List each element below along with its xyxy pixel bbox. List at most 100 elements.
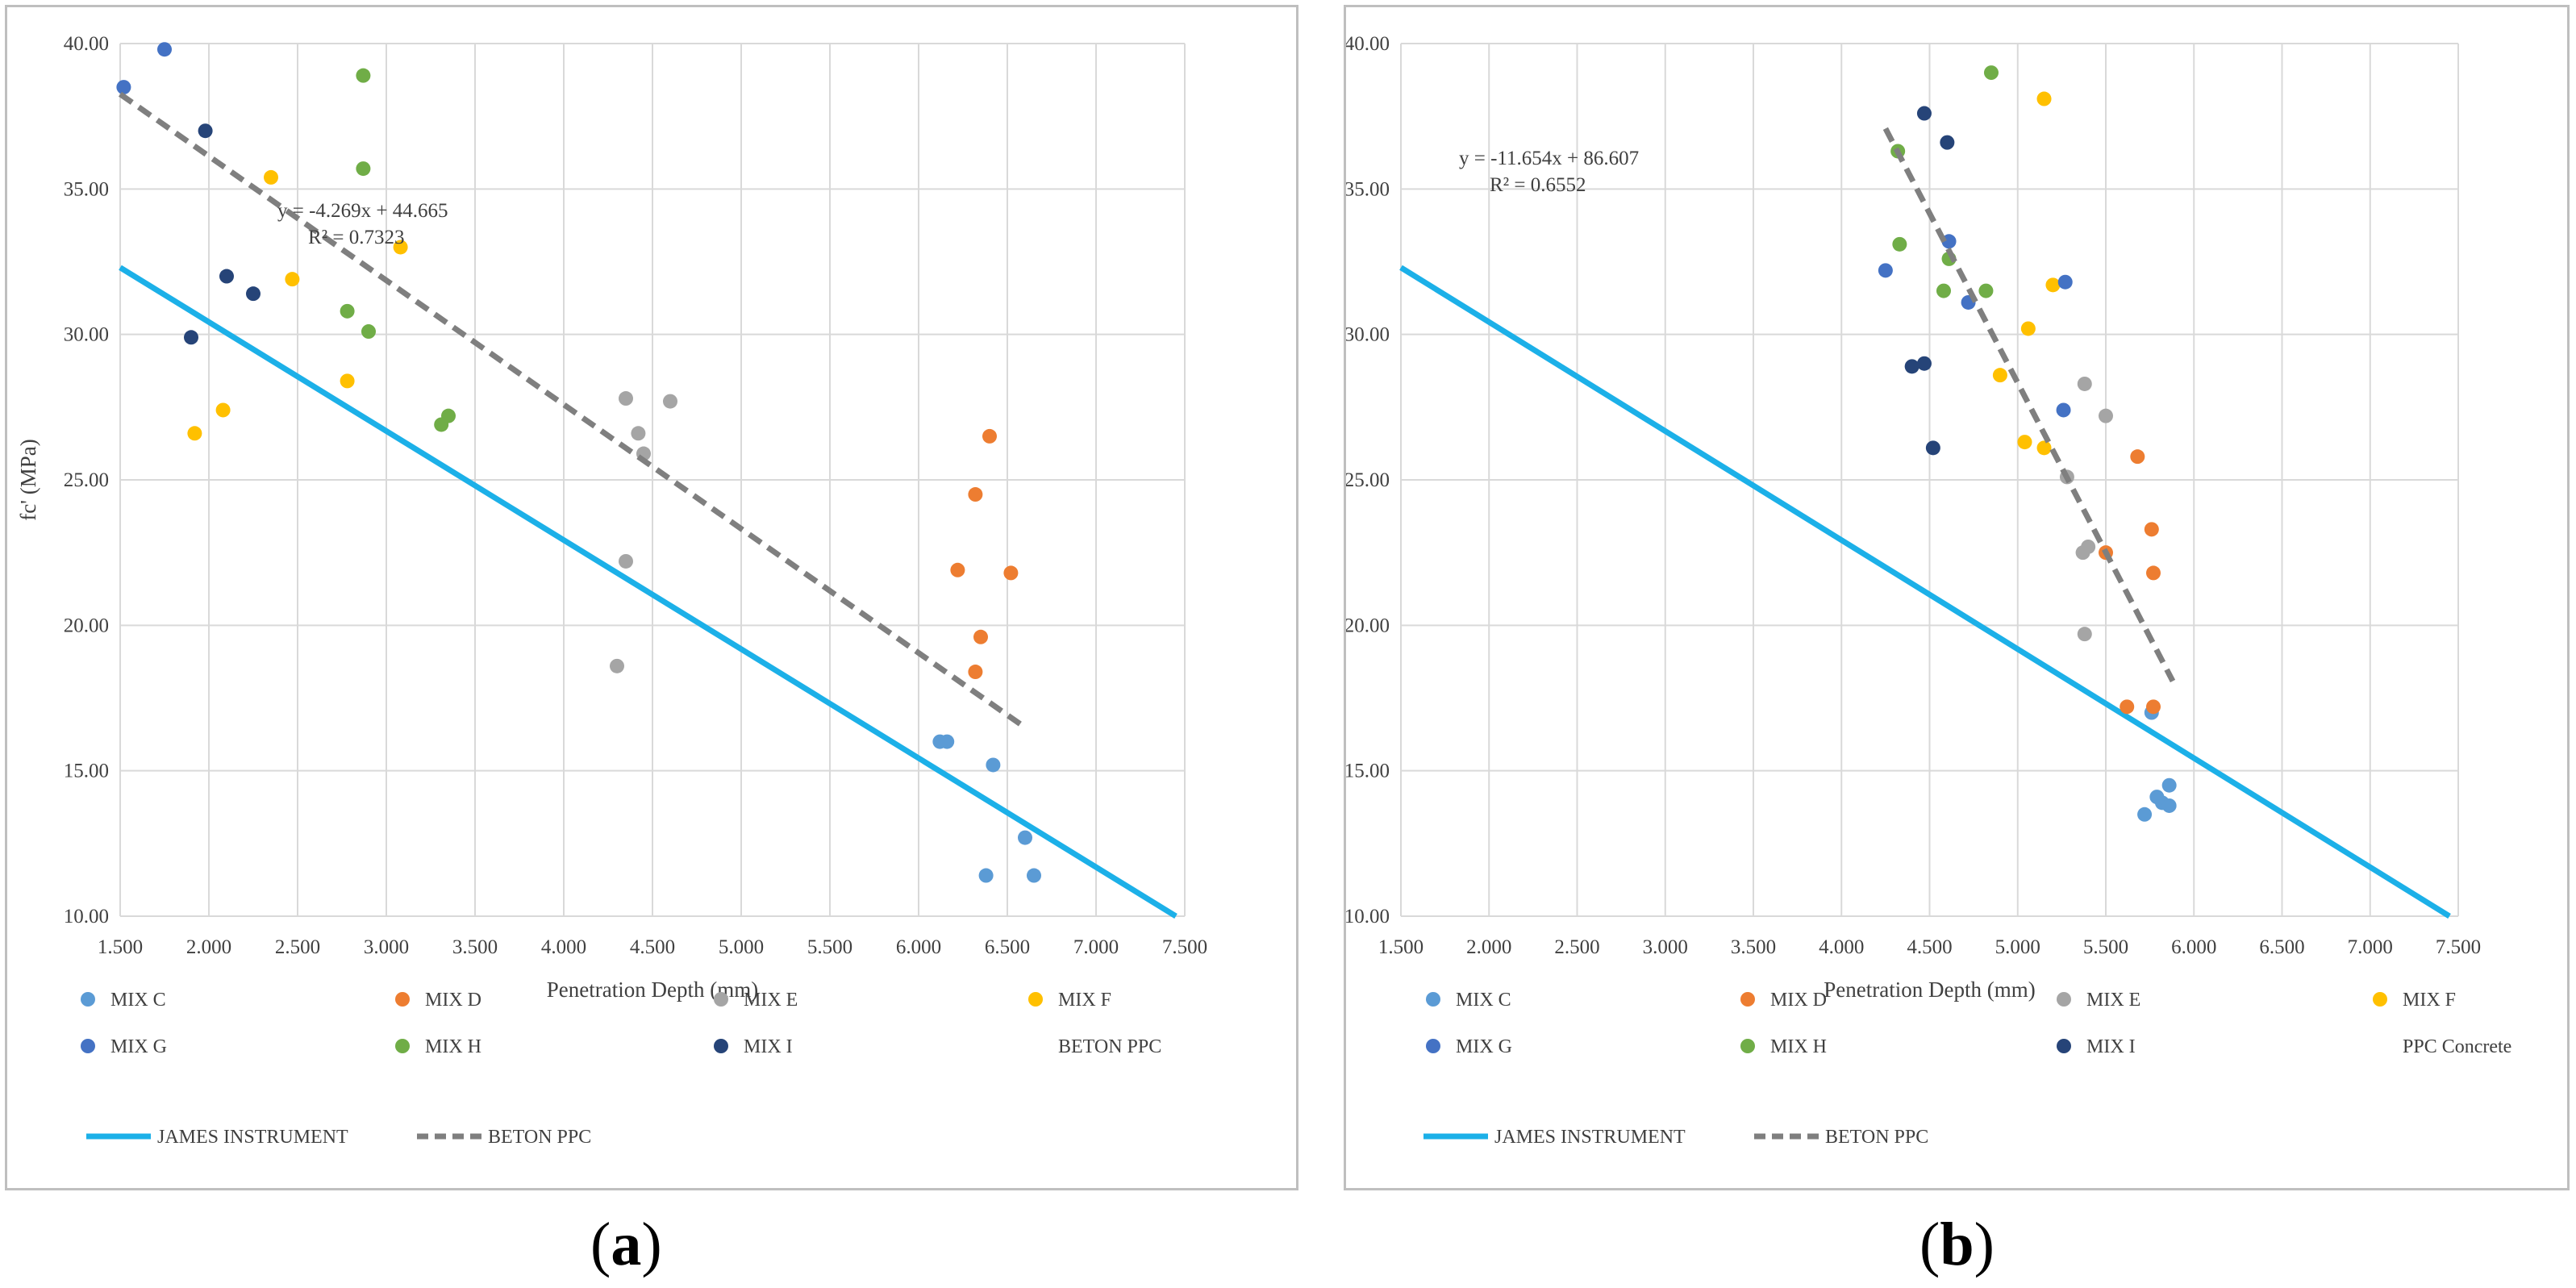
y-tick-label: 30.00 [1346,324,1390,346]
y-tick-label: 15.00 [1346,761,1390,782]
point-mix-e [631,426,646,441]
point-mix-h [340,303,355,319]
x-tick-label: 3.500 [1731,936,1776,958]
x-tick-label: 5.000 [719,936,764,958]
x-tick-label: 2.500 [275,936,320,958]
legend-marker [2373,992,2387,1007]
y-tick-label: 35.00 [64,178,109,200]
legend-label: MIX F [1058,990,1111,1011]
trendline-r-squared: R² = 0.7323 [308,227,405,248]
legend-marker [395,1039,410,1053]
legend-label: MIX G [110,1036,167,1057]
point-mix-e [610,658,624,673]
x-tick-label: 6.500 [2259,936,2304,958]
y-tick-label: 40.00 [64,33,109,55]
x-tick-label: 6.500 [985,936,1030,958]
trendline-equation: y = -4.269x + 44.665 [277,200,448,222]
point-mix-h [1983,65,1999,81]
point-mix-d [982,428,997,444]
point-mix-g [2057,274,2073,290]
legend-label: MIX H [425,1036,481,1057]
x-axis-label: Penetration Depth (mm) [1824,977,2035,1002]
legend-marker [1028,992,1043,1007]
legend-label: MIX E [744,990,798,1011]
legend-label: MIX D [1770,990,1827,1011]
trendline-beton-ppc [1882,127,2176,683]
point-mix-g [2056,402,2071,418]
point-mix-f [2036,440,2052,456]
point-mix-e [619,391,633,406]
legend-marker [714,1039,728,1053]
legend-label: MIX I [2086,1036,2136,1057]
point-mix-c [2161,798,2177,813]
y-tick-label: 30.00 [64,324,109,346]
panel-a-frame: 1.500 2.000 2.500 3.000 3.500 4.000 4.500 5.000… [5,5,1298,1190]
point-mix-c [986,757,1001,773]
y-tick-label: 15.00 [64,761,109,782]
y-tick-label: 10.00 [64,906,109,927]
x-tick-label: 6.000 [2171,936,2216,958]
y-tick-label: 40.00 [1346,33,1390,55]
point-mix-h [356,161,371,177]
x-tick-label: 3.000 [1643,936,1688,958]
point-mix-f [264,169,278,185]
legend-label: PPC Concrete [2403,1036,2511,1057]
trendline-r-squared: R² = 0.6552 [1490,174,1586,196]
x-tick-label: 3.000 [364,936,409,958]
point-mix-f [340,373,355,389]
point-mix-i [246,286,261,302]
point-mix-i [1916,356,1932,371]
x-tick-label: 3.500 [452,936,498,958]
point-mix-h [1978,283,1994,298]
point-mix-d [2144,522,2159,537]
legend-marker [714,992,728,1007]
point-mix-i [1925,440,1940,456]
caption-a: (a) [590,1211,662,1278]
legend-label: MIX C [110,990,166,1011]
point-mix-h [356,68,371,83]
point-mix-d [2130,449,2145,465]
x-tick-label: 4.000 [541,936,586,958]
point-mix-i [219,269,234,284]
legend-label: MIX F [2403,990,2456,1011]
x-tick-label: 7.000 [1073,936,1119,958]
point-mix-c [2161,777,2177,793]
chart-b: 1.500 2.000 2.500 3.000 3.500 4.000 4.500 5.000… [1346,33,2511,1148]
legend-label: JAMES INSTRUMENT [157,1127,348,1148]
point-mix-c [1018,830,1032,845]
point-mix-h [434,417,449,432]
point-mix-d [1003,565,1019,581]
x-tick-label: 4.500 [1907,936,1952,958]
point-mix-i [1916,106,1932,121]
point-mix-h [1936,283,1951,298]
legend-marker [1426,992,1440,1007]
point-mix-i [1904,359,1919,374]
point-mix-d [968,487,983,502]
chart-a: 1.500 2.000 2.500 3.000 3.500 4.000 4.500 5.000… [16,33,1207,1148]
trendline-equation: y = -11.654x + 86.607 [1459,148,1639,169]
point-mix-g [157,42,172,57]
y-tick-label: 10.00 [1346,906,1390,927]
point-mix-f [2017,435,2032,450]
point-mix-i [1940,135,1955,150]
point-mix-h [1892,236,1907,252]
y-tick-label: 20.00 [1346,615,1390,636]
point-mix-d [2145,699,2161,715]
point-mix-e [2075,545,2090,561]
legend-label: MIX I [744,1036,793,1057]
legend-label: BETON PPC [1825,1127,1928,1148]
x-tick-label: 6.000 [896,936,941,958]
legend-label: MIX D [425,990,481,1011]
x-tick-label: 4.500 [630,936,675,958]
y-tick-label: 25.00 [64,469,109,491]
point-mix-d [2120,699,2135,715]
point-mix-c [940,734,955,749]
point-mix-e [619,553,633,569]
x-tick-label: 7.500 [2436,936,2481,958]
legend-marker [1740,1039,1755,1053]
x-tick-label: 5.500 [807,936,852,958]
x-tick-label: 2.000 [186,936,231,958]
point-mix-f [2036,91,2052,106]
reference-line-james-instrument [119,265,1178,919]
legend-marker [2057,992,2071,1007]
